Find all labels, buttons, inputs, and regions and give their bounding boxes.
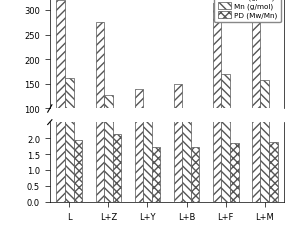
Bar	[65, 0, 74, 202]
Bar	[134, 89, 143, 158]
Bar	[96, 0, 104, 202]
Bar	[134, 0, 143, 202]
Bar	[269, 142, 277, 202]
Bar	[230, 143, 239, 202]
Bar	[174, 0, 182, 202]
Legend: Mw (g/mol), Mn (g/mol), PD (Mw/Mn): Mw (g/mol), Mn (g/mol), PD (Mw/Mn)	[214, 0, 281, 23]
Bar	[113, 157, 121, 158]
Bar	[191, 157, 200, 158]
Bar	[252, 0, 260, 202]
Bar	[260, 81, 269, 158]
Bar	[152, 157, 160, 158]
Bar	[182, 0, 191, 202]
Bar	[221, 75, 230, 158]
Bar	[221, 0, 230, 202]
Bar	[104, 96, 113, 158]
Bar	[57, 1, 65, 158]
Bar	[65, 79, 74, 158]
Bar	[260, 0, 269, 202]
Bar	[57, 0, 65, 202]
Bar	[74, 157, 82, 158]
Bar	[182, 113, 191, 158]
Bar	[230, 157, 239, 158]
Bar	[191, 147, 200, 202]
Bar	[96, 23, 104, 158]
Bar	[104, 0, 113, 202]
Bar	[152, 147, 160, 202]
Bar	[269, 157, 277, 158]
Bar	[174, 84, 182, 158]
Bar	[143, 115, 152, 158]
Bar	[113, 135, 121, 202]
Bar	[213, 0, 221, 202]
Bar	[252, 12, 260, 158]
Bar	[74, 140, 82, 202]
Bar	[143, 0, 152, 202]
Bar	[213, 4, 221, 158]
